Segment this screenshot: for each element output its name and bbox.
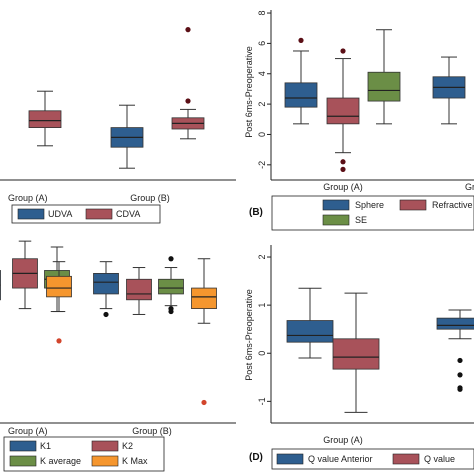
- y-tick-label: 8: [257, 11, 267, 16]
- legend-label-udva: UDVA: [48, 209, 72, 219]
- legend-swatch-k-max: [91, 455, 119, 467]
- box-k-average-group-b: [158, 256, 184, 315]
- panel-c: Group (A) Group (B) K1 K2 K average K Ma…: [0, 240, 236, 472]
- outlier-point: [185, 27, 191, 33]
- box-q-value-anterior-group-b: [436, 309, 474, 392]
- y-tick-label: 0: [257, 351, 267, 356]
- legend-swatch-se: [322, 214, 350, 226]
- legend-swatch-sphere: [322, 199, 350, 211]
- legend-label-k-average: K average: [40, 456, 81, 466]
- y-tick-label: 2: [257, 255, 267, 260]
- group-b-label: Group: [465, 182, 474, 192]
- legend-swatch-k2: [91, 440, 119, 452]
- panel-d: Post 6ms-Preoperative Group (A) (D) Q va…: [244, 245, 474, 470]
- box-cdva-group-a: [28, 90, 62, 147]
- legend-swatch-q-posterior: [392, 453, 420, 465]
- panel-label-b: (B): [249, 207, 263, 218]
- iqr-box: [367, 71, 401, 102]
- iqr-box: [284, 82, 318, 108]
- iqr-box: [326, 97, 360, 125]
- box-k1-group-b: [93, 261, 119, 318]
- legend-box: [271, 195, 474, 231]
- y-tick-label: 0: [257, 132, 267, 137]
- box-cdva-group-b: [171, 27, 205, 140]
- box-k2-group-a: [12, 240, 38, 310]
- iqr-box: [332, 338, 380, 370]
- outlier-point: [457, 357, 463, 364]
- outlier-point: [298, 37, 304, 43]
- y-tick-label: -1: [257, 397, 267, 405]
- group-a-label: Group (A): [323, 182, 363, 192]
- iqr-box: [436, 317, 474, 330]
- box-sphere-group-b: [432, 56, 466, 125]
- legend-swatch-k1: [9, 440, 37, 452]
- box-udva-group-b: [110, 104, 144, 169]
- group-a-label: Group (A): [8, 426, 48, 436]
- iqr-box: [46, 275, 72, 298]
- legend-box: [271, 448, 474, 470]
- iqr-box: [93, 272, 119, 295]
- y-axis-label: Post 6ms-Preoperative: [244, 46, 254, 138]
- group-b-label: Group (B): [132, 426, 172, 436]
- legend-swatch-cdva: [85, 208, 113, 220]
- legend-label-refractive: Refractive: [432, 200, 473, 210]
- outlier-point: [185, 98, 191, 104]
- outlier-point: [457, 372, 463, 378]
- group-a-label: Group (A): [8, 193, 48, 203]
- iqr-box: [191, 287, 217, 310]
- outlier-point: [168, 256, 174, 262]
- panel-a: Group (A) Group (B) UDVA CDVA: [0, 27, 236, 224]
- legend-label-q-posterior: Q value: [424, 454, 455, 464]
- box-q-value-anterior-group-a: [286, 287, 334, 359]
- y-tick-label: 1: [257, 303, 267, 308]
- panel-label-d: (D): [249, 452, 263, 463]
- panel-b: Post 6ms-Preoperative Group (A) Group (B…: [244, 10, 474, 231]
- iqr-box: [126, 278, 152, 301]
- iqr-box: [158, 278, 184, 295]
- box-se-group-a: [367, 29, 401, 125]
- legend-swatch-q-anterior: [276, 453, 304, 465]
- outlier-point: [340, 166, 346, 172]
- box-refractive-group-a: [326, 48, 360, 172]
- legend-label-k-max: K Max: [122, 456, 148, 466]
- box-k1-group-a: [0, 270, 1, 301]
- box-k-max-group-a: [46, 261, 72, 344]
- legend-swatch-k-average: [9, 455, 37, 467]
- box-k2-group-b: [126, 267, 152, 315]
- box-q-value-posterior-group-a: [332, 292, 380, 413]
- outlier-point: [103, 311, 109, 318]
- legend-swatch-refractive: [399, 199, 427, 211]
- legend-swatch-udva: [17, 208, 45, 220]
- legend-label-cdva: CDVA: [116, 209, 140, 219]
- outlier-point: [457, 386, 463, 392]
- legend-label-k2: K2: [122, 441, 133, 451]
- legend-label-se: SE: [355, 215, 367, 225]
- y-tick-label: 4: [257, 71, 267, 76]
- y-tick-label: 6: [257, 41, 267, 46]
- box-sphere-group-a: [284, 37, 318, 125]
- legend-label-q-anterior: Q value Anterior: [308, 454, 373, 464]
- outlier-point: [168, 308, 174, 315]
- outlier-point: [340, 48, 346, 54]
- box-k-max-group-b: [191, 258, 217, 406]
- y-axis-label: Post 6ms-Preoperative: [244, 289, 254, 381]
- outlier-point: [201, 399, 207, 406]
- y-tick-label: 2: [257, 102, 267, 107]
- iqr-box: [28, 110, 62, 129]
- legend-label-k1: K1: [40, 441, 51, 451]
- group-a-label: Group (A): [323, 435, 363, 445]
- iqr-box: [286, 320, 334, 343]
- outlier-point: [56, 338, 62, 344]
- y-tick-label: -2: [257, 161, 267, 169]
- legend-label-sphere: Sphere: [355, 200, 384, 210]
- outlier-point: [340, 159, 346, 165]
- group-b-label: Group (B): [130, 193, 170, 203]
